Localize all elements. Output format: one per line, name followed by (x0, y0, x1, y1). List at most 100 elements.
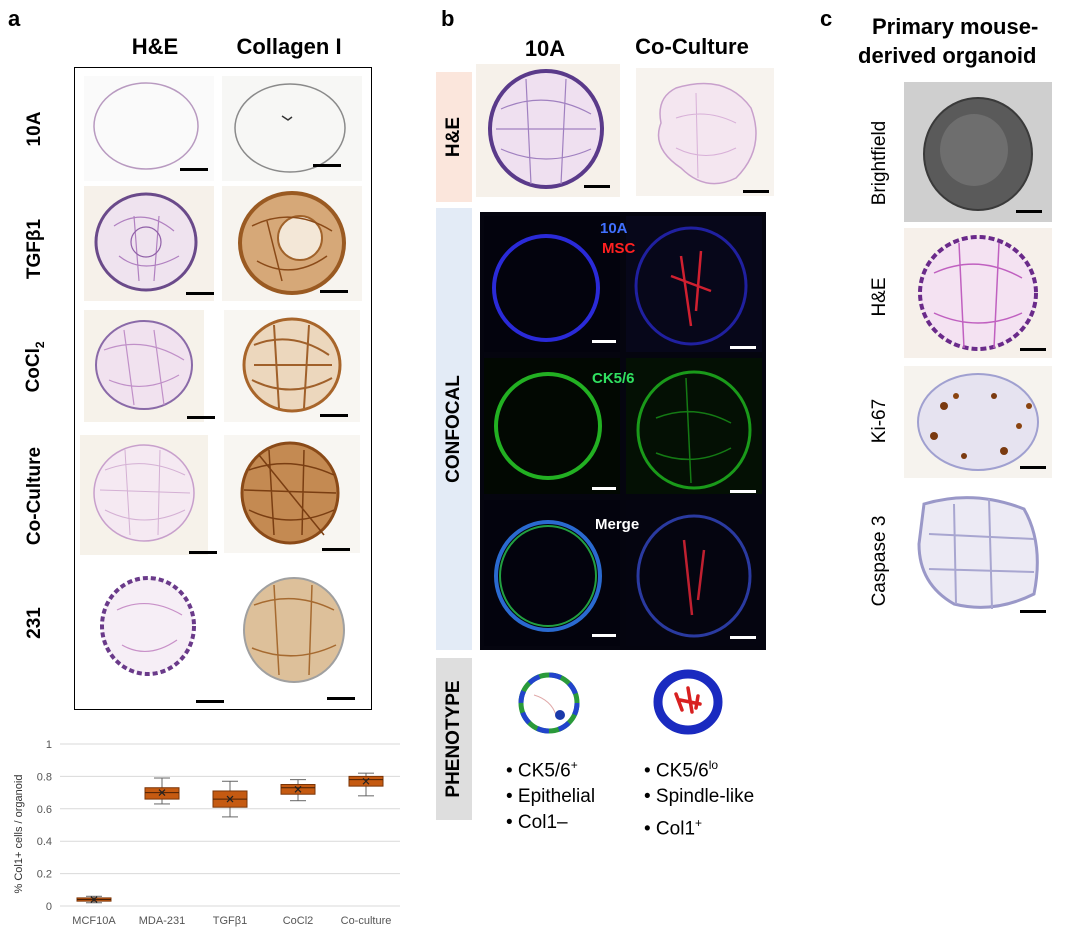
c-ki67-image (904, 366, 1052, 478)
y-tick-label: 0.6 (37, 804, 52, 816)
x-tick-label: CoCl2 (283, 915, 314, 927)
panel-b-side-label-he: H&E (443, 116, 464, 158)
y-tick-label: 0.4 (37, 836, 52, 848)
plot-grid (60, 743, 400, 907)
phenotype-item-text: • CK5/6 (506, 760, 571, 782)
scalebar (186, 292, 214, 295)
panel-a-row-label-coculture: Co-Culture (24, 446, 45, 546)
y-tick-label: 0.8 (37, 771, 52, 783)
confocal-bluered-coculture (626, 216, 762, 352)
panel-a-row-label-10a: 10A (24, 111, 45, 147)
phenotype-item: • Epithelial (506, 784, 595, 810)
panel-a-row-label-tgfb1: TGFβ1 (24, 218, 45, 280)
box-mean-marker (294, 785, 302, 793)
c-caspase3-image (904, 484, 1052, 624)
phenotype-item-sup: lo (708, 758, 719, 772)
he-coculture-image (80, 435, 208, 555)
phenotype-item: • CK5/6+ (506, 752, 595, 784)
phenotype-item-text: • Epithelial (506, 786, 596, 808)
phenotype-item-text: • Spindle-like (644, 786, 755, 808)
plot-yticks: 0 0.2 0.4 0.6 0.8 1 (37, 739, 52, 913)
x-tick-label: MDA-231 (139, 915, 185, 927)
b-he-10a-image (476, 64, 620, 197)
scalebar (730, 346, 756, 349)
panel-c-row-label-brightfield: Brightfield (869, 120, 890, 206)
phenotype-item: • Col1– (506, 810, 595, 836)
confocal-merge-10a (484, 500, 620, 646)
y-tick-label: 0.2 (37, 869, 52, 881)
panel-a-row-label-231: 231 (24, 607, 45, 639)
he-cocl2-image (84, 310, 204, 422)
x-tick-label: MCF10A (72, 915, 116, 927)
box-mean-marker (226, 795, 234, 803)
scalebar (1016, 210, 1042, 213)
scalebar (1020, 348, 1046, 351)
c-he-image (904, 228, 1052, 358)
panel-b-header-10a: 10A (524, 36, 566, 61)
boxplot-ylabel: % Col1+ cells / organoid (13, 775, 25, 894)
panel-a-header-he: H&E (131, 34, 179, 59)
phenotype-item: • CK5/6lo (644, 752, 754, 784)
collagen-coculture-image (224, 435, 360, 553)
scalebar (730, 636, 756, 639)
phenotype-item-sup: + (570, 758, 578, 772)
scalebar (196, 700, 224, 703)
box-mean-marker (362, 777, 370, 785)
phenotype-item-text: • Col1 (644, 818, 696, 840)
confocal-side-band (436, 208, 472, 650)
scalebar (327, 697, 355, 700)
confocal-green-10a (484, 358, 620, 494)
confocal-green-coculture (626, 358, 762, 494)
phenotype-item-sup: + (695, 816, 703, 831)
he-tgfb1-image (84, 186, 214, 301)
panel-c-row-label-he: H&E (869, 277, 890, 317)
scalebar (743, 190, 769, 193)
plot-xticks: MCF10A MDA-231 TGFβ1 CoCl2 Co-culture (72, 915, 391, 927)
panel-a-header-collagen: Collagen I (236, 34, 342, 59)
panel-c-title-line: Primary mouse- (872, 14, 1039, 39)
x-tick-label: Co-culture (341, 915, 392, 927)
y-tick-label: 0 (46, 901, 52, 913)
plot-boxes (76, 772, 384, 904)
confocal-merge-coculture (626, 500, 762, 646)
scalebar (592, 340, 616, 343)
panel-b-side-label-phenotype: PHENOTYPE (443, 680, 464, 798)
collagen-cocl2-image (224, 310, 360, 422)
scalebar (730, 490, 756, 493)
scalebar (322, 548, 350, 551)
scalebar (189, 551, 217, 554)
box-mean-marker (90, 896, 98, 903)
scalebar (1020, 466, 1046, 469)
panel-a-letter: a (8, 6, 21, 31)
collagen-231-image (224, 570, 362, 692)
phenotype-list-coculture: • CK5/6lo • Spindle-like • Col1+ (644, 752, 754, 843)
panel-b-header-coculture: Co-Culture (635, 34, 749, 59)
he-side-band (436, 72, 472, 202)
panel-c-title-line: derived organoid (858, 43, 1037, 68)
panel-c-title: Primary mouse- derived organoid (858, 12, 1080, 70)
col1-boxplot: % Col1+ cells / organoid 00.20.40.60.81 … (13, 739, 400, 927)
confocal-blue-10a (484, 216, 620, 352)
panel-b-letter: b (441, 6, 455, 31)
scalebar (313, 164, 341, 167)
collagen-10a-image (222, 76, 362, 181)
phenotype-list-10a: • CK5/6+ • Epithelial • Col1– (506, 752, 595, 836)
panel-a-row-label-cocl2: CoCl2 (23, 327, 47, 407)
confocal-label-msc: MSC (602, 240, 636, 257)
x-tick-label: TGFβ1 (213, 915, 247, 927)
b-he-coculture-image (636, 68, 774, 196)
box-mean-marker (158, 789, 166, 797)
confocal-label-10a: 10A (600, 220, 628, 237)
phenotype-side-band (436, 658, 472, 820)
scalebar (187, 416, 215, 419)
phenotype-diagram-10a (518, 672, 580, 734)
phenotype-diagram-coculture (653, 669, 723, 735)
he-231-image (92, 570, 204, 685)
phenotype-item-text: • Col1 (506, 812, 558, 834)
cocl2-main: CoCl (23, 348, 45, 393)
phenotype-item: • Col1+ (644, 810, 754, 842)
scalebar (592, 487, 616, 490)
panel-b-side-label-confocal: CONFOCAL (443, 375, 464, 483)
phenotype-item-text: • CK5/6 (644, 760, 709, 782)
phenotype-item: • Spindle-like (644, 784, 754, 810)
